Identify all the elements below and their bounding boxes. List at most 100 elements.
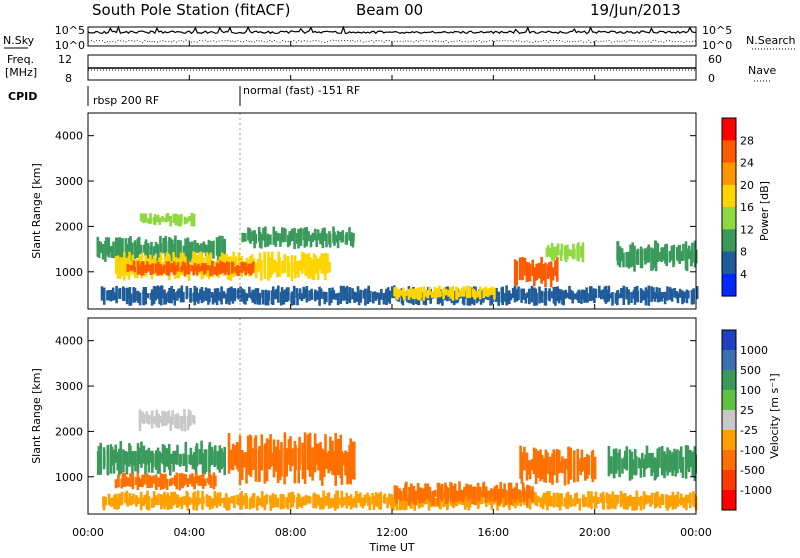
- date-title: 19/Jun/2013: [590, 1, 681, 19]
- x-tick-label: 12:00: [376, 526, 408, 539]
- cell-vel-data-4: [352, 498, 355, 508]
- cell-power-data-5: [228, 287, 231, 305]
- cell-power-data-5: [558, 288, 561, 304]
- cell-vel-data-1: [157, 477, 161, 487]
- cell-vel-data-4: [534, 492, 537, 506]
- cell-power-data-9: [636, 248, 640, 265]
- cell-power-data-1: [270, 251, 274, 275]
- cell-power-data-2: [170, 263, 174, 273]
- cell-power-data-9: [676, 246, 679, 261]
- cell-vel-data-4: [599, 493, 603, 503]
- power-y-axis-label: Slant Range [km]: [30, 163, 43, 259]
- cell-vel-data-4: [341, 497, 345, 507]
- cell-power-data-5: [122, 288, 126, 302]
- cell-power-data-2: [130, 265, 133, 271]
- cell-power-data-6: [393, 287, 396, 297]
- cell-power-data-4: [247, 227, 250, 241]
- cell-power-data-1: [309, 257, 312, 278]
- cell-vel-data-2: [165, 411, 168, 426]
- cell-power-data-9: [625, 252, 628, 268]
- cell-power-data-5: [290, 291, 294, 306]
- cell-power-data-5: [520, 290, 524, 299]
- cell-vel-data-4: [371, 493, 374, 505]
- cell-vel-data-4: [553, 493, 556, 507]
- cell-vel-data-0: [119, 441, 123, 474]
- cell-power-data-5: [652, 287, 655, 299]
- cell-vel-data-4: [312, 492, 316, 506]
- cell-vel-data-4: [349, 494, 353, 510]
- cell-vel-data-4: [563, 497, 566, 507]
- cell-vel-data-3: [331, 440, 334, 475]
- cell-power-data-5: [308, 290, 311, 302]
- cell-vel-data-0: [122, 449, 125, 473]
- cell-power-data-2: [165, 261, 169, 275]
- cell-vel-data-4: [490, 491, 494, 510]
- cell-power-data-5: [275, 288, 278, 300]
- cell-power-data-2: [151, 263, 155, 275]
- cell-power-data-7: [521, 257, 524, 281]
- cell-power-data-5: [195, 287, 198, 302]
- cell-power-data-5: [630, 292, 633, 303]
- cell-vel-data-4: [633, 496, 637, 511]
- cell-power-data-5: [660, 291, 664, 302]
- colorbar-swatch: [722, 207, 736, 230]
- cell-vel-data-0: [195, 443, 199, 467]
- cell-vel-data-4: [245, 495, 249, 509]
- cell-power-data-5: [142, 287, 146, 306]
- cell-vel-data-4: [640, 498, 643, 505]
- cell-power-data-5: [332, 290, 336, 300]
- cell-vel-data-0: [214, 445, 217, 466]
- cell-power-data-5: [233, 288, 237, 302]
- cell-power-data-2: [190, 265, 194, 272]
- cell-vel-data-5: [522, 487, 526, 502]
- cell-power-data-4: [244, 233, 247, 242]
- cell-vel-data-3: [237, 442, 240, 472]
- cell-vel-data-7: [614, 448, 618, 474]
- cell-power-data-7: [523, 257, 527, 276]
- cell-power-data-5: [616, 289, 620, 300]
- cell-power-data-5: [372, 291, 375, 304]
- freq-tick-low: 8: [65, 72, 72, 85]
- cell-vel-data-0: [158, 451, 161, 474]
- cell-vel-data-4: [317, 494, 320, 506]
- cell-vel-data-4: [207, 495, 210, 507]
- cell-vel-data-4: [104, 497, 107, 506]
- cell-vel-data-5: [467, 484, 470, 501]
- cell-power-data-4: [266, 233, 270, 247]
- cell-vel-data-5: [433, 490, 437, 497]
- cell-power-data-4: [311, 232, 315, 243]
- cell-vel-data-4: [274, 494, 277, 506]
- cell-power-data-5: [609, 293, 612, 299]
- cell-power-data-1: [258, 252, 262, 271]
- cell-vel-data-2: [152, 416, 156, 424]
- cell-power-data-2: [160, 266, 163, 275]
- cell-power-data-5: [273, 290, 277, 299]
- cell-vel-data-4: [265, 494, 268, 505]
- cell-power-data-2: [247, 263, 250, 274]
- cell-power-data-5: [100, 286, 104, 301]
- cell-vel-data-5: [474, 487, 477, 506]
- cell-power-data-7: [513, 259, 517, 286]
- cell-power-data-5: [362, 290, 366, 299]
- cell-power-data-5: [429, 288, 432, 304]
- cell-power-data-5: [164, 293, 168, 305]
- cell-vel-data-3: [245, 452, 248, 484]
- cell-power-data-5: [267, 290, 270, 301]
- cell-vel-data-4: [227, 497, 231, 510]
- cell-power-data-5: [644, 287, 648, 306]
- cell-power-data-5: [666, 286, 669, 301]
- cell-vel-data-3: [317, 443, 320, 471]
- cell-vel-data-0: [160, 453, 163, 463]
- cell-power-data-2: [226, 261, 229, 273]
- cell-power-data-0: [196, 242, 200, 253]
- cell-vel-data-1: [209, 474, 213, 488]
- cell-vel-data-5: [531, 486, 534, 502]
- cell-power-data-1: [320, 253, 324, 274]
- cell-power-data-2: [187, 264, 191, 275]
- cell-power-data-5: [524, 293, 528, 304]
- cell-power-data-0: [130, 242, 134, 256]
- cell-vel-data-0: [112, 449, 116, 474]
- cell-vel-data-7: [687, 450, 691, 473]
- cell-power-data-5: [277, 285, 280, 303]
- cell-vel-data-2: [167, 410, 171, 424]
